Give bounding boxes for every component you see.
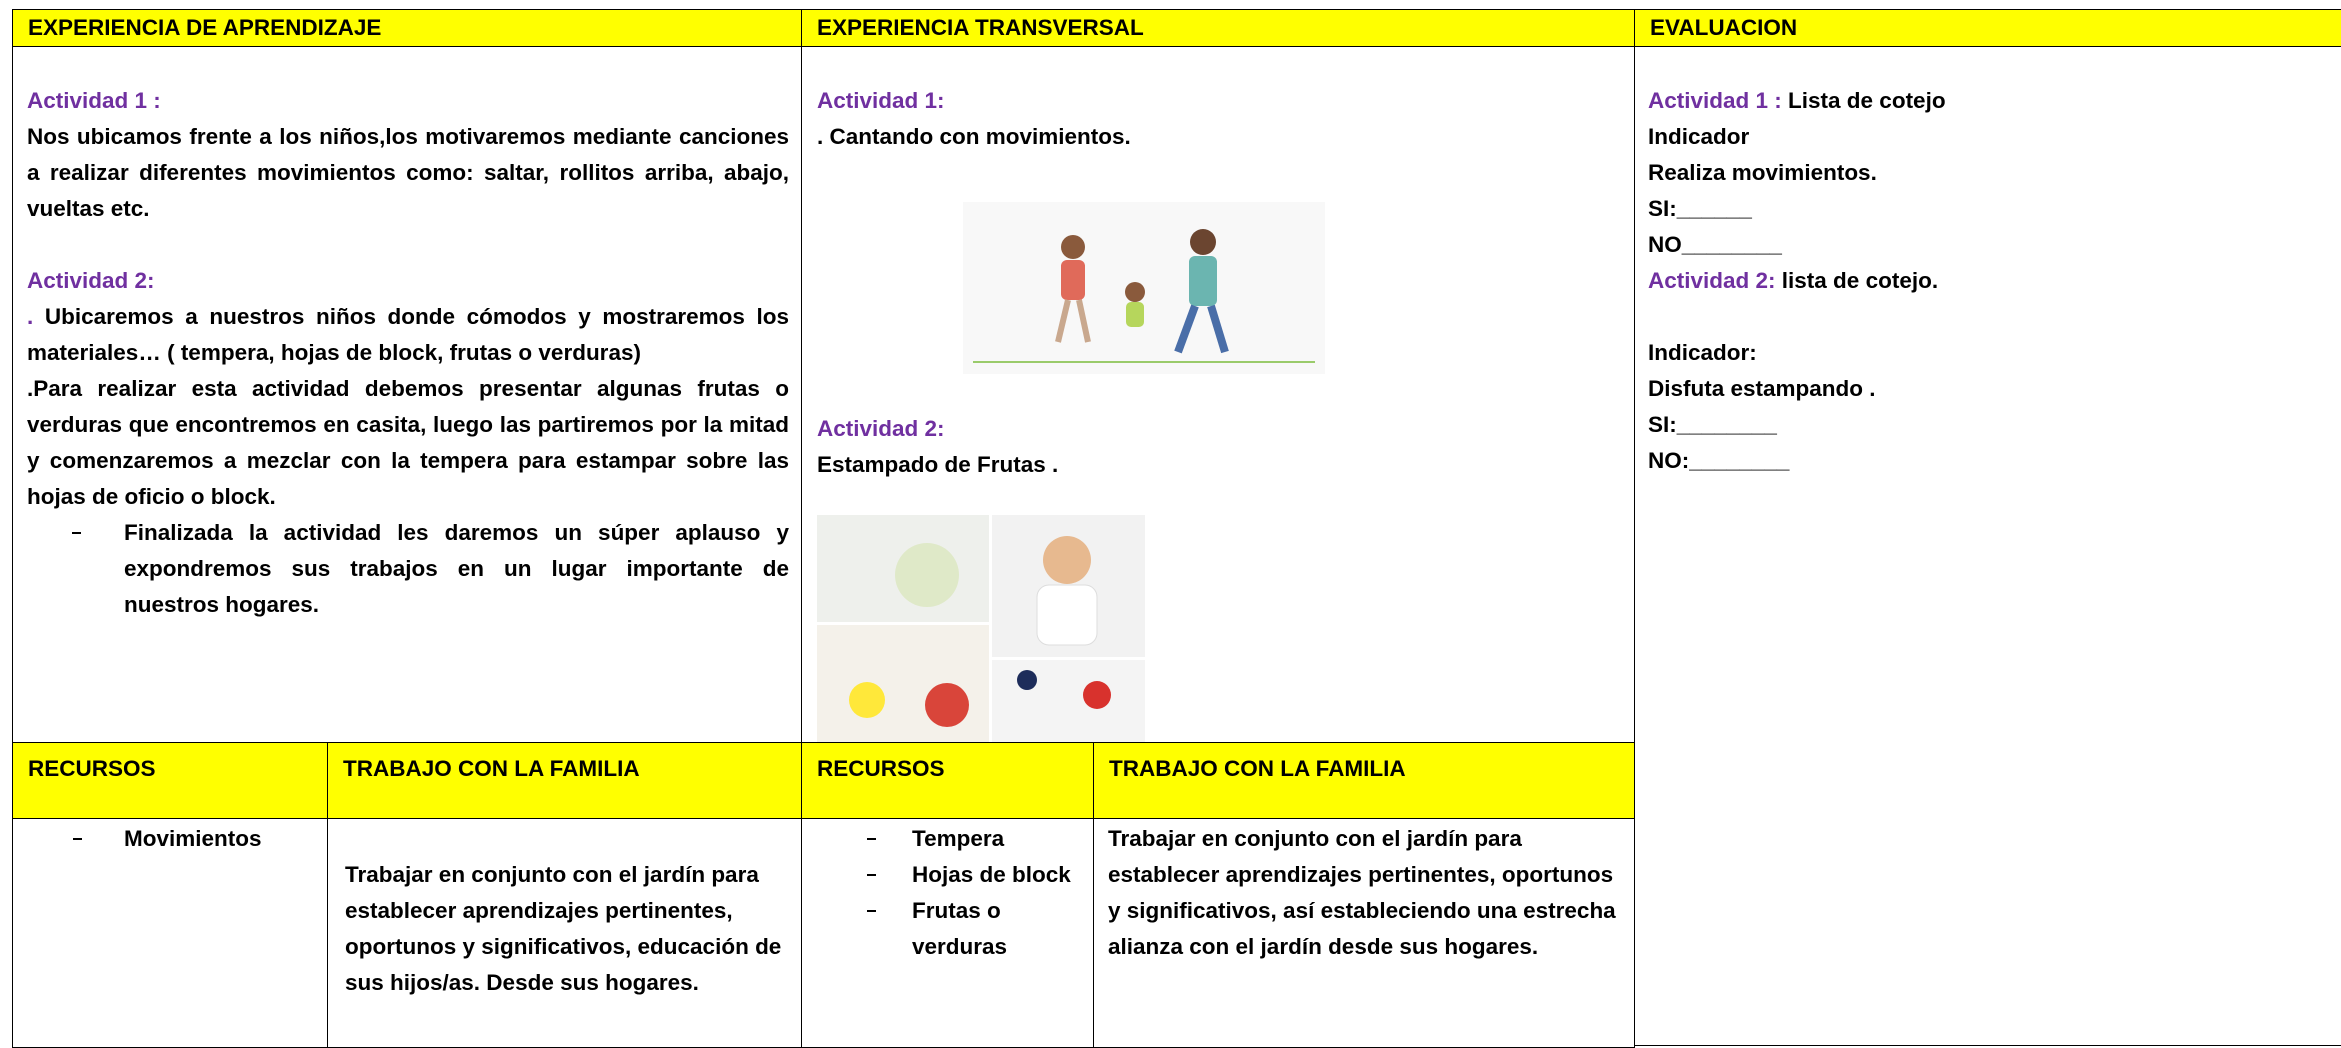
photo [1036, 584, 1098, 646]
dance-image [963, 202, 1325, 374]
eval-line: Indicador [1648, 124, 1750, 149]
photo [925, 683, 969, 727]
text: Ubicaremos a nuestros niños donde cómodo… [27, 304, 789, 365]
family-text: Trabajar en conjunto con el jardín para … [1108, 826, 1616, 959]
family-text: Trabajar en conjunto con el jardín para … [345, 862, 782, 995]
photo [1017, 670, 1037, 690]
eval-line: Realiza movimientos. [1648, 160, 1877, 185]
lead: . [27, 304, 34, 329]
resource-item: Hojas de block [867, 857, 1082, 893]
figure [1126, 302, 1144, 327]
header: EXPERIENCIA TRANSVERSAL [817, 15, 1144, 40]
figure [1125, 282, 1145, 302]
activity-line: Actividad 1 : Lista de cotejo [1648, 83, 2338, 119]
photo [1083, 681, 1111, 709]
aprendizaje: Actividad 1 : Nos ubicamos frente a los … [27, 83, 789, 623]
spacer [1648, 299, 2338, 335]
activity-text: Nos ubicamos frente a los niños,los moti… [27, 124, 789, 221]
eval-line: SI:________ [1648, 412, 1777, 437]
header: EVALUACION [1650, 15, 1798, 40]
sub-header: TRABAJO CON LA FAMILIA [343, 756, 640, 781]
activity-text: . Ubicaremos a nuestros niños donde cómo… [27, 299, 789, 371]
header-cell: EVALUACION [1634, 9, 2341, 47]
activity-text: Lista de cotejo [1781, 88, 1946, 113]
activity-title: Actividad 2: [27, 268, 155, 293]
activity-text: . Cantando con movimientos. [817, 124, 1131, 149]
dash [867, 838, 876, 840]
spacer [27, 227, 789, 263]
resource: Tempera [912, 826, 1005, 851]
recursos-2: Tempera Hojas de block Frutas o verduras [867, 821, 1082, 965]
dash [73, 838, 82, 840]
eval-line: NO:________ [1648, 448, 1790, 473]
recursos-1: Movimientos [73, 821, 324, 857]
figure [1055, 299, 1071, 343]
dash [867, 910, 876, 912]
photo [1043, 536, 1091, 584]
header-cell: EXPERIENCIA DE APRENDIZAJE [12, 9, 802, 47]
transversal-2: Actividad 2: Estampado de Frutas . [817, 411, 1617, 483]
photo [895, 543, 959, 607]
figure [1207, 304, 1229, 354]
header-cell: EXPERIENCIA TRANSVERSAL [801, 9, 1635, 47]
sub-header: TRABAJO CON LA FAMILIA [1109, 756, 1406, 781]
sub-header-cell: RECURSOS [12, 742, 328, 819]
activity-title: Actividad 1 : [27, 88, 161, 113]
resource: Frutas o verduras [912, 898, 1008, 959]
activity-title: Actividad 2: [817, 416, 945, 441]
sub-header-cell: TRABAJO CON LA FAMILIA [1093, 742, 1635, 819]
photo [817, 625, 989, 742]
activity-title: Actividad 1: [817, 88, 945, 113]
figure [1190, 229, 1216, 255]
activity-line: Actividad 2: lista de cotejo. [1648, 263, 2338, 299]
resource: Movimientos [124, 826, 262, 851]
transversal: Actividad 1: . Cantando con movimientos. [817, 83, 1617, 155]
eval-line: NO________ [1648, 232, 1782, 257]
resource: Hojas de block [912, 862, 1071, 887]
activity-text: lista de cotejo. [1775, 268, 1939, 293]
activity-title: Actividad 1 : [1648, 88, 1782, 113]
sub-header: RECURSOS [28, 756, 156, 781]
bullet-text: Finalizada la actividad les daremos un s… [124, 520, 789, 617]
activity-text: Estampado de Frutas . [817, 452, 1059, 477]
eval-line: Indicador: [1648, 340, 1757, 365]
evaluacion: Actividad 1 : Lista de cotejo Indicador … [1648, 83, 2338, 479]
photo [849, 682, 885, 718]
resource-item: Tempera [867, 821, 1082, 857]
figure [1061, 260, 1085, 300]
activity-text: .Para realizar esta actividad debemos pr… [27, 376, 789, 509]
eval-line: SI:______ [1648, 196, 1752, 221]
sub-header-cell: TRABAJO CON LA FAMILIA [327, 742, 802, 819]
dash [867, 874, 876, 876]
bullet-item: Finalizada la actividad les daremos un s… [27, 515, 789, 623]
fruit-image [817, 515, 1145, 742]
resource-item: Frutas o verduras [867, 893, 1082, 965]
figure [1189, 256, 1217, 306]
photo [992, 660, 1145, 742]
eval-line: Disfuta estampando . [1648, 376, 1876, 401]
figure [1076, 299, 1091, 343]
familia-2: Trabajar en conjunto con el jardín para … [1108, 821, 1628, 965]
header: EXPERIENCIA DE APRENDIZAJE [28, 15, 382, 40]
figure [1061, 235, 1085, 259]
sub-header: RECURSOS [817, 756, 945, 781]
sub-header-cell: RECURSOS [801, 742, 1094, 819]
activity-title: Actividad 2: [1648, 268, 1776, 293]
familia-1: Trabajar en conjunto con el jardín para … [345, 857, 795, 1001]
dash [72, 532, 81, 534]
figure [1174, 304, 1199, 354]
